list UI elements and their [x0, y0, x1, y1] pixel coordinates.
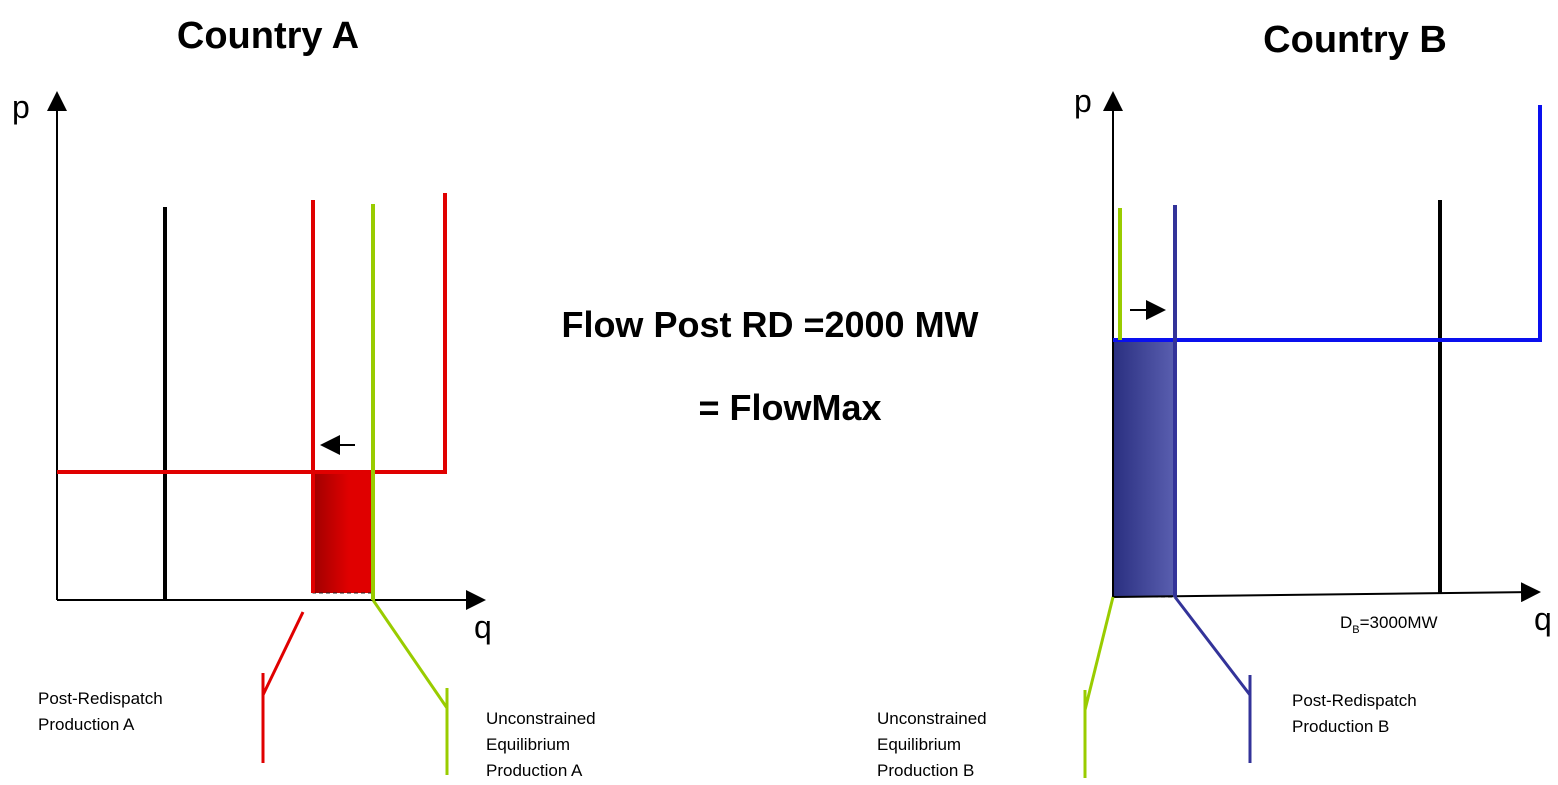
chart-a: p q Post-Redispatch Production A Unconst… — [12, 89, 596, 780]
pointer — [1173, 596, 1252, 696]
titles: Country A Country B — [177, 15, 1447, 61]
title-a: Country A — [177, 15, 359, 57]
pointer — [371, 599, 449, 709]
pointer — [261, 611, 305, 696]
label-line: Equilibrium — [486, 735, 570, 754]
supply-curve — [1113, 105, 1542, 342]
title-b: Country B — [1263, 19, 1447, 61]
q-label: q — [1534, 601, 1552, 637]
label-line: Post-Redispatch — [1292, 691, 1417, 710]
label-line: Production A — [486, 761, 583, 780]
label-line: Production B — [877, 761, 974, 780]
label-line: Post-Redispatch — [38, 689, 163, 708]
q-label: q — [474, 609, 492, 645]
supply-curve — [57, 193, 447, 474]
label-line: Unconstrained — [877, 709, 987, 728]
center-text: = FlowMax — [698, 387, 881, 428]
demand-rest: =3000MW — [1360, 613, 1438, 632]
label-line: Production A — [38, 715, 135, 734]
shaded-area — [312, 471, 374, 594]
label-line: Unconstrained — [486, 709, 596, 728]
demand-main: D — [1340, 613, 1352, 632]
p-label: p — [1074, 83, 1092, 119]
q-axis-line — [1112, 582, 1541, 603]
center-text: Flow Post RD =2000 MW — [561, 304, 978, 345]
demand-sub: B — [1352, 624, 1359, 636]
demand-label: DB=3000MW — [1340, 613, 1438, 636]
label-line: Equilibrium — [877, 735, 961, 754]
shaded-area — [1112, 339, 1176, 598]
chart-b: p q DB=3000MW Unconstrained Equilibrium … — [877, 83, 1552, 780]
p-label: p — [12, 89, 30, 125]
pointer — [1083, 596, 1115, 711]
label-line: Production B — [1292, 717, 1389, 736]
